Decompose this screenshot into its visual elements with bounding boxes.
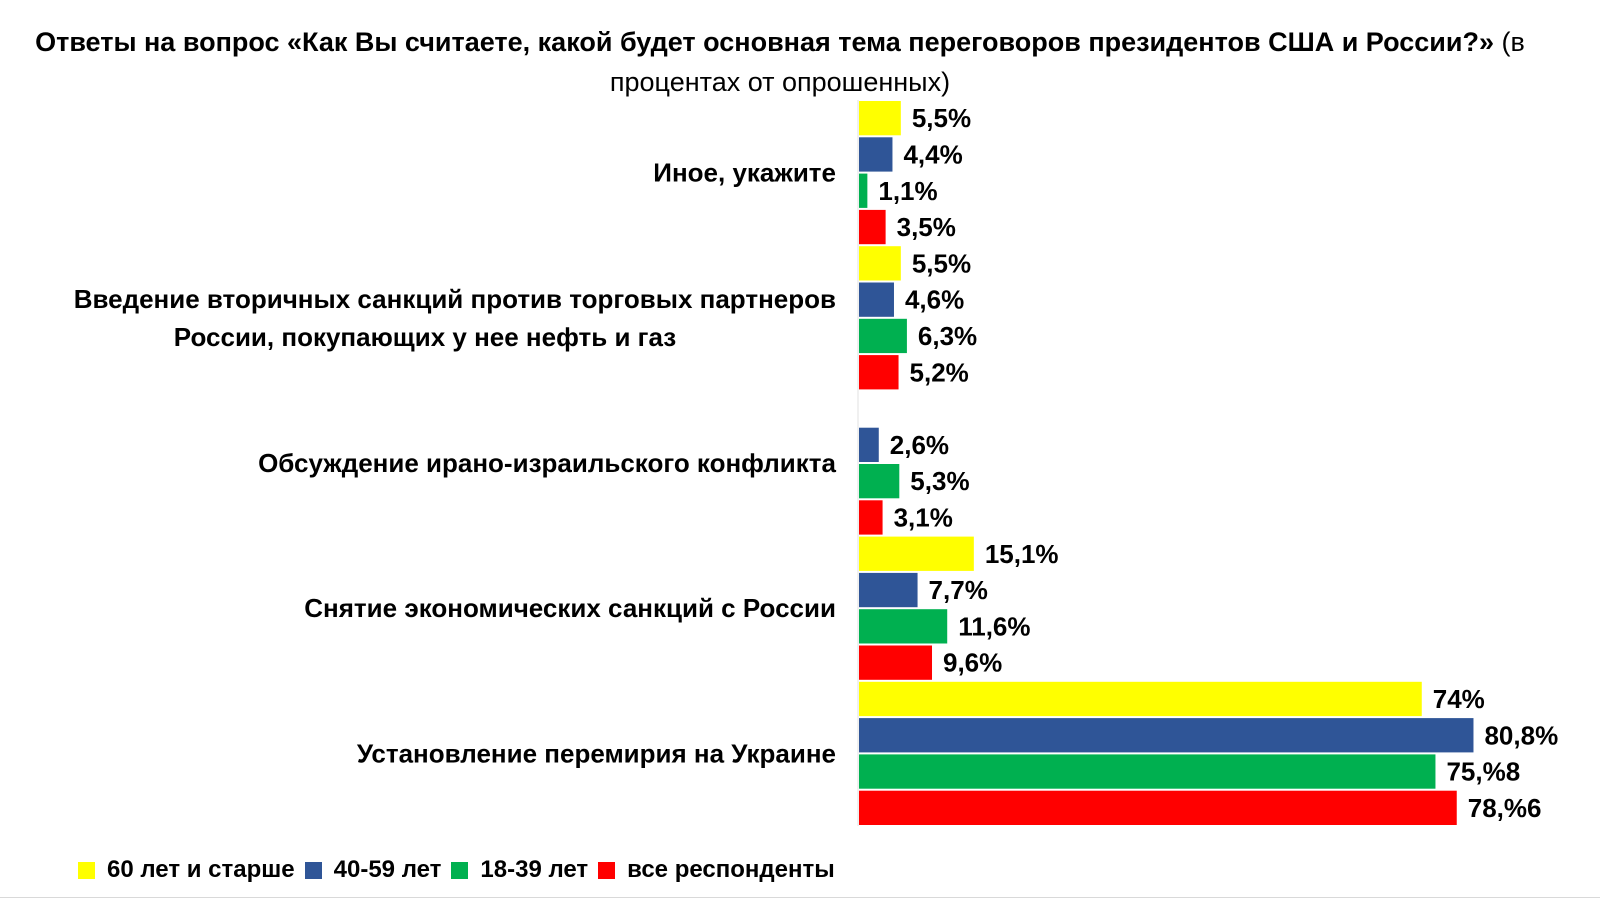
chart-title-subtitle: (в процентах от опрошенных) [609, 27, 1525, 97]
legend-label: 40-59 лет [333, 856, 442, 883]
category-label: Введение вторичных санкций против торгов… [74, 284, 836, 314]
bar [859, 536, 974, 571]
data-label: 78,%6 [1468, 793, 1542, 823]
bar [859, 500, 883, 535]
legend-swatch [78, 861, 95, 879]
bar [859, 681, 1422, 717]
data-label: 11,6% [958, 611, 1030, 641]
bar [859, 754, 1436, 789]
legend-item: 40-59 лет [304, 856, 442, 884]
chart-title-bold: Ответы на вопрос «Как Вы считаете, какой… [35, 27, 1495, 57]
bar [859, 464, 900, 499]
legend-swatch [598, 861, 616, 879]
data-label: 5,3% [910, 466, 969, 496]
bar [859, 173, 868, 208]
legend: 60 лет и старше 40-59 лет 18-39 лет все рес… [78, 856, 845, 884]
legend-item: все респонденты [598, 856, 835, 884]
bar-chart: Иное, укажите 5,5% 4,4% 1,1% 3,5% Введение вт… [74, 100, 1558, 826]
data-label: 75,%8 [1446, 757, 1520, 787]
data-label: 15,1% [985, 539, 1059, 569]
bar [859, 318, 907, 354]
category-label: России, покупающих у нее нефть и газ [174, 322, 676, 352]
data-label: 74% [1433, 684, 1485, 714]
category-label: Снятие экономических санкций с России [304, 593, 836, 623]
bar [859, 137, 893, 172]
legend-label: все респонденты [627, 856, 835, 883]
bar [859, 790, 1457, 825]
category-label: Обсуждение ирано-израильского конфликта [258, 448, 836, 478]
bar [859, 209, 886, 245]
bar [859, 645, 933, 680]
legend-item: 60 лет и старше [78, 856, 295, 884]
data-label: 5,5% [912, 248, 971, 278]
legend-swatch [451, 861, 469, 879]
data-label: 4,6% [905, 285, 964, 315]
data-label: 1,1% [878, 176, 937, 206]
bar [859, 101, 901, 136]
category-label: Установление перемирия на Украине [357, 738, 836, 768]
bar [859, 355, 899, 390]
legend-label: 60 лет и старше [107, 856, 295, 883]
data-label: 6,3% [918, 321, 977, 351]
data-label: 7,7% [929, 575, 988, 605]
bar [859, 282, 894, 317]
data-label: 5,2% [910, 357, 969, 387]
data-label: 5,5% [912, 103, 971, 133]
data-label: 3,1% [894, 502, 953, 532]
bar [859, 718, 1474, 753]
legend-label: 18-39 лет [480, 856, 589, 883]
bar [859, 246, 901, 281]
data-label: 80,8% [1484, 720, 1558, 750]
data-label: 4,4% [903, 139, 962, 169]
data-label: 3,5% [897, 212, 956, 242]
data-label: 9,6% [943, 648, 1002, 678]
bar [859, 572, 918, 608]
bar [859, 609, 948, 644]
data-label: 2,6% [890, 430, 949, 460]
legend-item: 18-39 лет [451, 856, 588, 884]
chart-title: Ответы на вопрос «Как Вы считаете, какой… [0, 22, 1560, 102]
category-label: Иное, укажите [653, 158, 836, 188]
bar [859, 427, 879, 462]
legend-swatch [304, 861, 322, 879]
bottom-divider [0, 897, 1600, 898]
